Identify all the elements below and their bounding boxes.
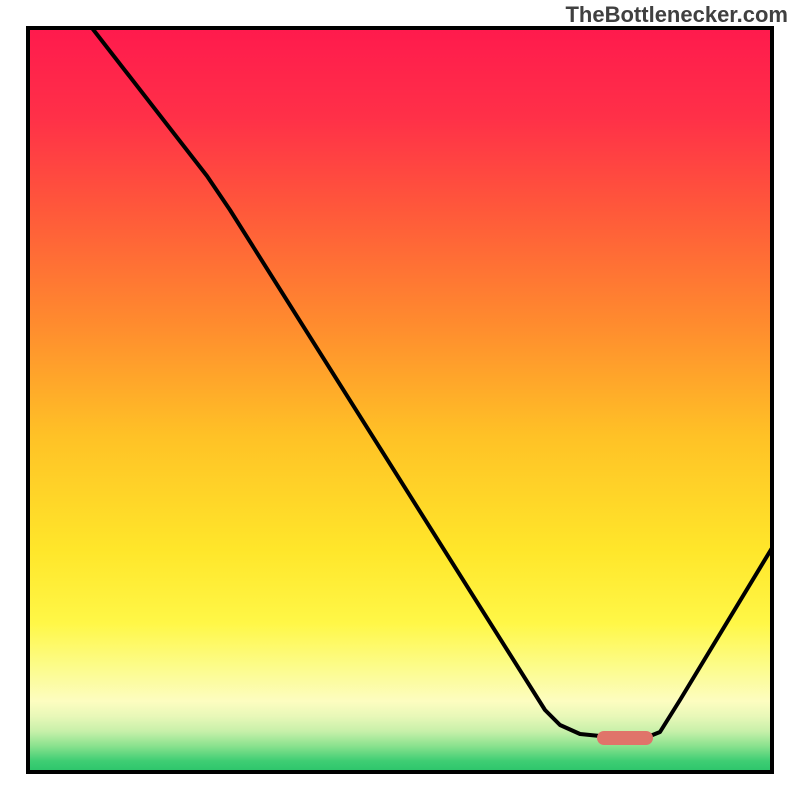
bottleneck-chart bbox=[0, 0, 800, 800]
attribution-text: TheBottlenecker.com bbox=[565, 2, 788, 28]
optimal-range-marker bbox=[597, 731, 653, 745]
chart-container: { "attribution": { "text": "TheBottlenec… bbox=[0, 0, 800, 800]
gradient-background bbox=[28, 28, 772, 772]
